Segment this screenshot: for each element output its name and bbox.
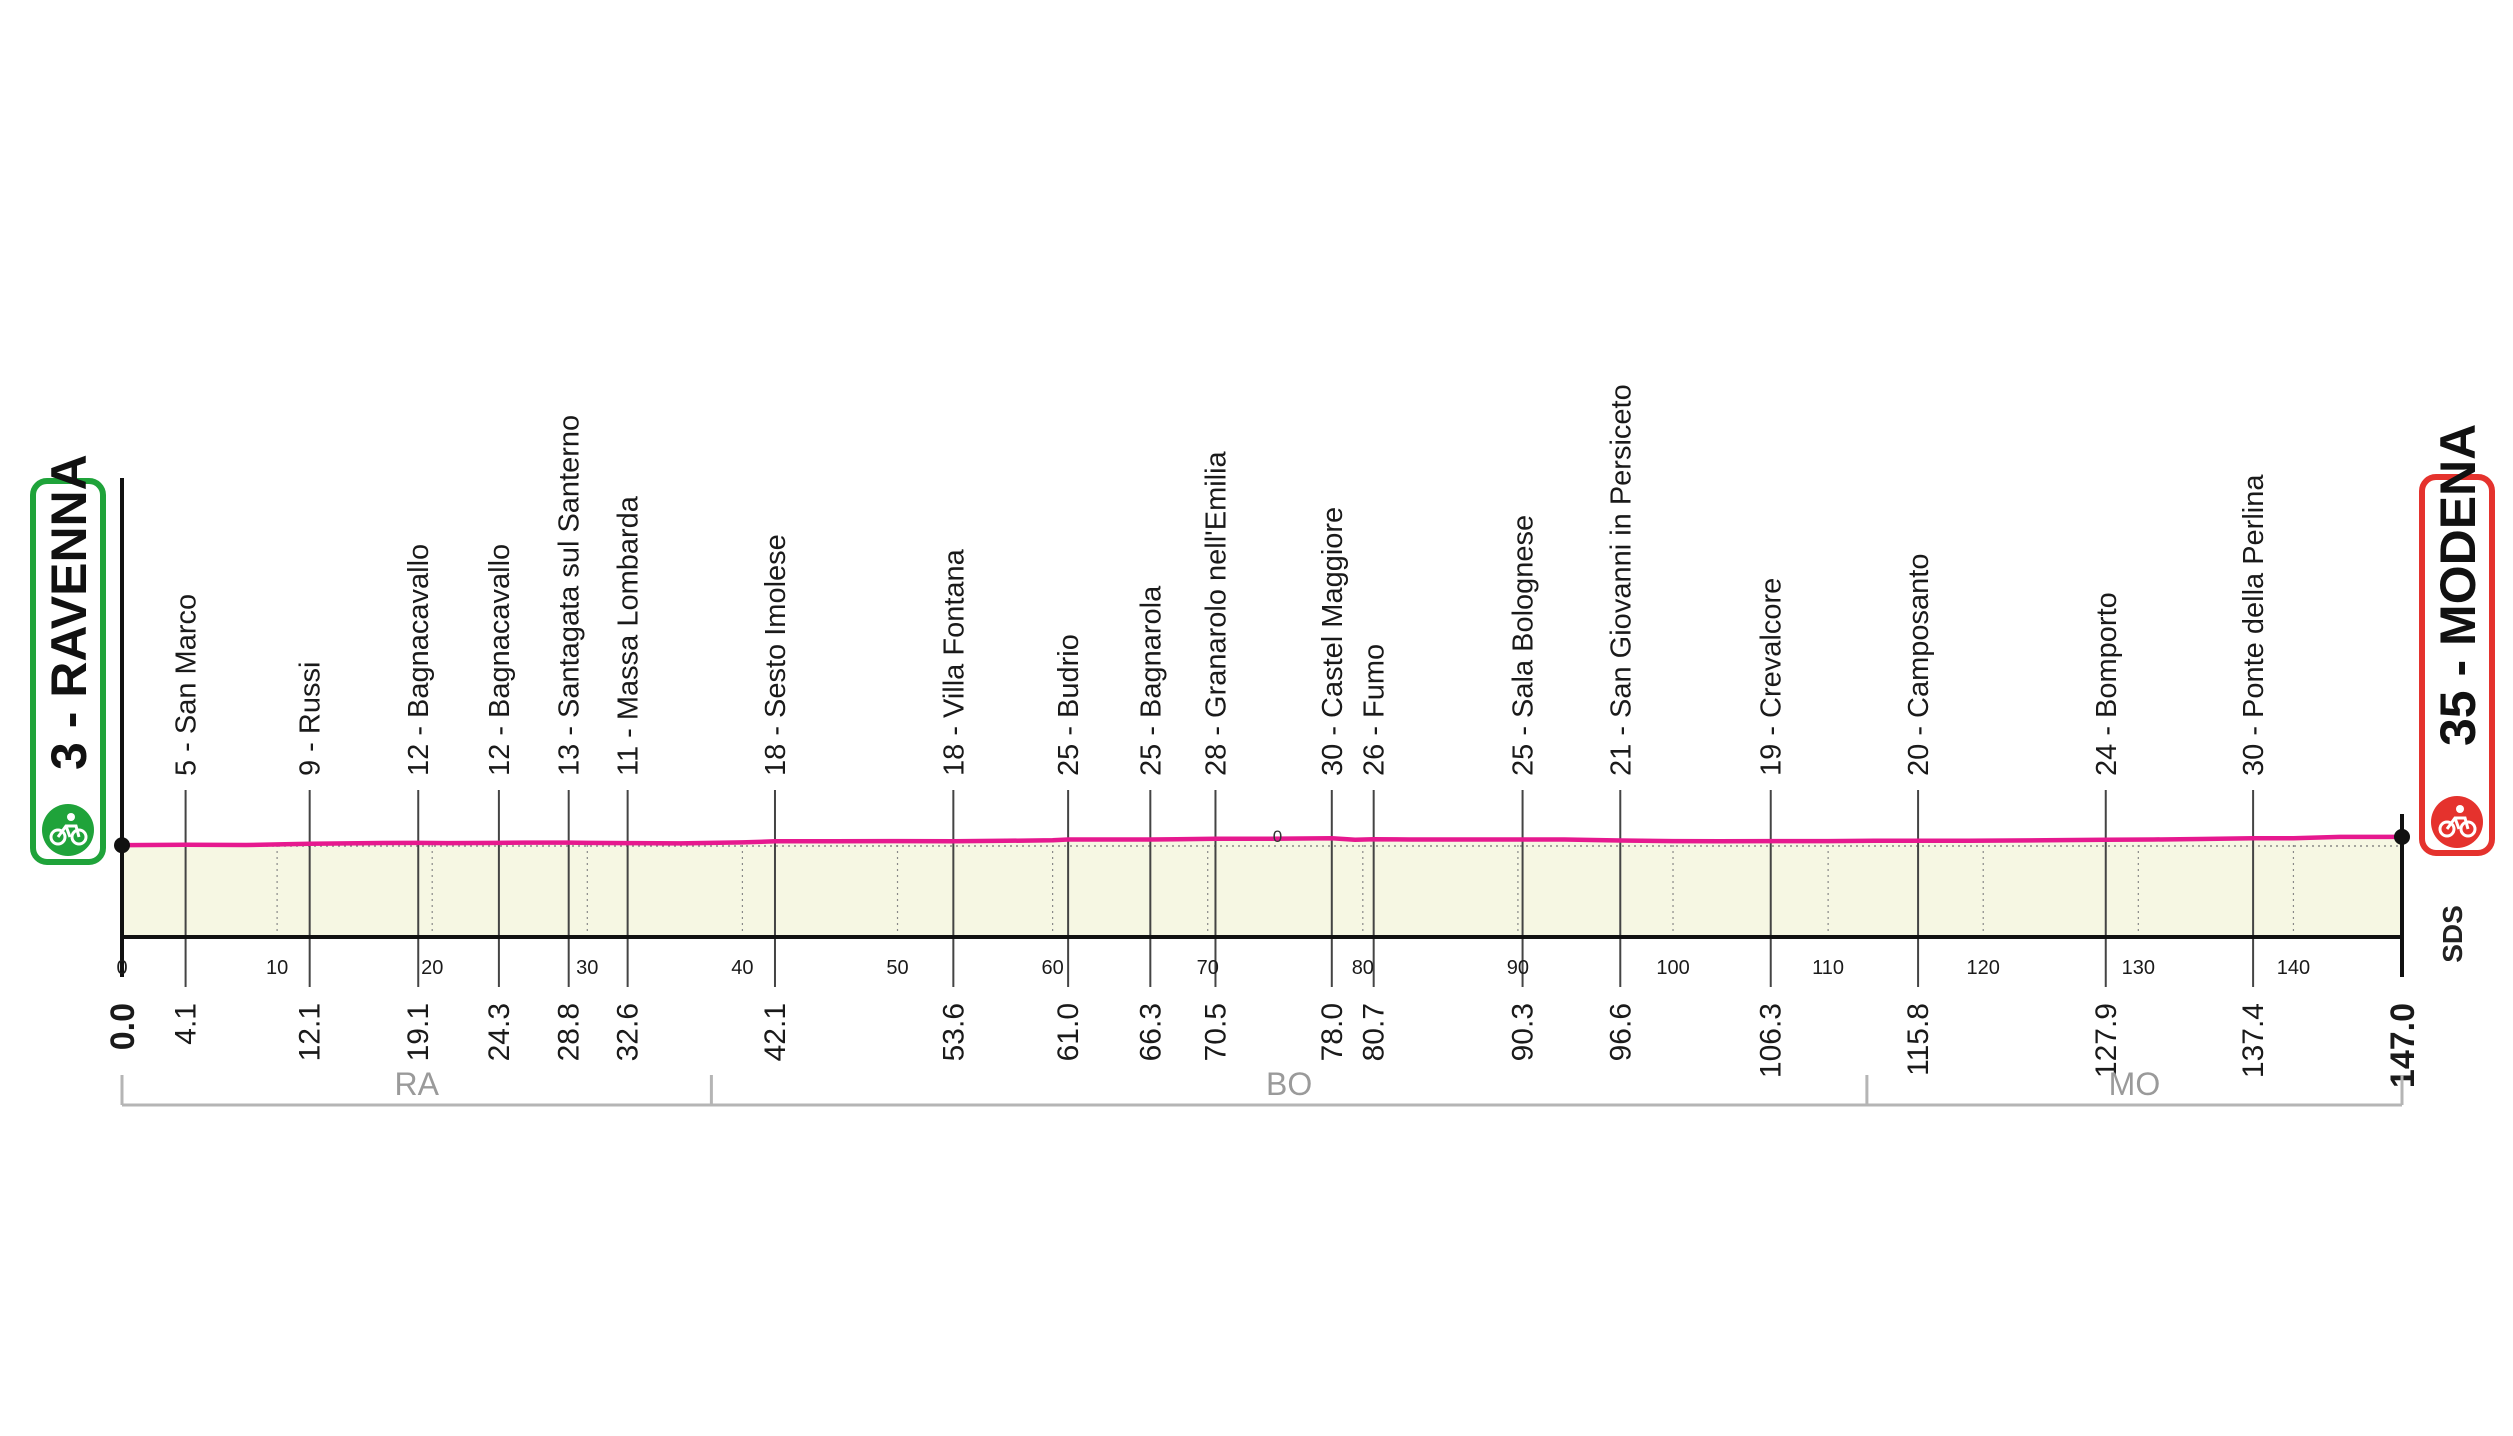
brand-logo: SDS bbox=[2437, 905, 2468, 963]
waypoint-name: 24 - Bomporto bbox=[2091, 592, 2123, 776]
tick-label: 140 bbox=[2277, 957, 2310, 979]
zero-elevation-label: 0 bbox=[1273, 827, 1282, 846]
tick-label: 60 bbox=[1041, 957, 1063, 979]
province-label: MO bbox=[2109, 1066, 2161, 1102]
waypoint-km: 90.3 bbox=[1507, 1003, 1540, 1061]
tick-label: 120 bbox=[1967, 957, 2000, 979]
profile-area bbox=[122, 836, 2402, 937]
start-km: 0.0 bbox=[104, 1003, 142, 1050]
waypoint-km: 24.3 bbox=[483, 1003, 516, 1061]
start-point bbox=[114, 837, 130, 854]
waypoint-name: 11 - Massa Lombarda bbox=[613, 495, 645, 776]
tick-label: 40 bbox=[731, 957, 753, 979]
tick-label: 130 bbox=[2122, 957, 2155, 979]
waypoint-km: 127.9 bbox=[2090, 1003, 2123, 1078]
waypoint-name: 26 - Fumo bbox=[1359, 644, 1391, 776]
start-cyclist-icon bbox=[42, 804, 94, 856]
waypoint-name: 25 - Sala Bolognese bbox=[1508, 515, 1540, 776]
waypoint-name: 28 - Granarolo nell'Emilia bbox=[1201, 450, 1233, 776]
waypoint-name: 30 - Ponte della Perlina bbox=[2238, 474, 2270, 776]
waypoint-km: 115.8 bbox=[1902, 1003, 1935, 1076]
waypoint-km: 106.3 bbox=[1755, 1003, 1788, 1078]
waypoint-km: 137.4 bbox=[2237, 1003, 2270, 1078]
waypoint-name: 18 - Villa Fontana bbox=[938, 548, 970, 776]
start-badge-frame bbox=[30, 478, 106, 865]
tick-label: 90 bbox=[1507, 957, 1529, 979]
profile-area-layer bbox=[122, 836, 2402, 937]
waypoint-km: 28.8 bbox=[553, 1003, 586, 1061]
waypoint-name: 12 - Bagnacavallo bbox=[403, 544, 435, 776]
elevation-line-layer bbox=[114, 828, 2410, 854]
waypoint-km: 12.1 bbox=[294, 1003, 327, 1061]
waypoint-name: 13 - Santagata sul Santerno bbox=[554, 415, 586, 776]
finish-km: 147.0 bbox=[2384, 1003, 2422, 1088]
tick-label: 110 bbox=[1812, 957, 1844, 979]
waypoint-km: 66.3 bbox=[1134, 1003, 1167, 1061]
waypoint-markers bbox=[184, 790, 2255, 987]
finish-badge-frame bbox=[2419, 474, 2495, 856]
waypoint-name: 19 - Crevalcore bbox=[1756, 578, 1788, 776]
waypoint-km: 53.6 bbox=[937, 1003, 970, 1061]
waypoint-km: 96.6 bbox=[1604, 1003, 1637, 1061]
waypoint-name: 25 - Bagnarola bbox=[1135, 585, 1167, 776]
waypoint-km: 70.5 bbox=[1200, 1003, 1233, 1061]
start-name: 3 - RAVENNA bbox=[41, 454, 97, 770]
province-label: BO bbox=[1266, 1066, 1312, 1102]
waypoint-name: 5 - San Marco bbox=[171, 594, 203, 776]
finish-cyclist-icon bbox=[2431, 796, 2483, 848]
tick-label: 80 bbox=[1352, 957, 1374, 979]
waypoint-km: 78.0 bbox=[1316, 1003, 1349, 1061]
waypoint-km: 4.1 bbox=[170, 1003, 203, 1045]
waypoint-name: 9 - Russi bbox=[295, 662, 327, 776]
waypoint-km: 42.1 bbox=[759, 1003, 792, 1061]
waypoint-km: 19.1 bbox=[402, 1003, 435, 1061]
tick-label: 50 bbox=[886, 957, 908, 979]
province-label: RA bbox=[394, 1066, 439, 1102]
finish-point bbox=[2394, 828, 2410, 845]
tick-label: 100 bbox=[1656, 957, 1689, 979]
waypoint-name: 18 - Sesto Imolese bbox=[760, 534, 792, 776]
tick-label: 30 bbox=[576, 957, 598, 979]
waypoint-name: 21 - San Giovanni in Persiceto bbox=[1605, 384, 1637, 776]
waypoint-km: 80.7 bbox=[1358, 1003, 1391, 1061]
waypoint-km: 32.6 bbox=[612, 1003, 645, 1061]
tick-label: 10 bbox=[266, 957, 288, 979]
tick-label: 0 bbox=[116, 957, 127, 979]
province-brackets: RA BO MO bbox=[120, 1066, 2404, 1107]
elevation-line bbox=[121, 834, 2402, 848]
waypoint-name: 12 - Bagnacavallo bbox=[484, 544, 516, 776]
tick-label: 70 bbox=[1197, 957, 1219, 979]
finish-badge: 35 - MODENA bbox=[2419, 424, 2495, 856]
waypoint-km: 61.0 bbox=[1052, 1003, 1085, 1061]
waypoint-name: 30 - Castel Maggiore bbox=[1317, 507, 1349, 776]
waypoint-name: 25 - Budrio bbox=[1053, 634, 1085, 776]
tick-label: 20 bbox=[421, 957, 443, 979]
waypoint-name: 20 - Camposanto bbox=[1903, 554, 1935, 776]
finish-name: 35 - MODENA bbox=[2430, 424, 2486, 746]
label-layer: 0 0 10 20 30 40 50 60 70 80 90 100 110 120 130 140 5 - S… bbox=[104, 384, 2422, 1088]
start-badge: 3 - RAVENNA bbox=[30, 454, 106, 865]
